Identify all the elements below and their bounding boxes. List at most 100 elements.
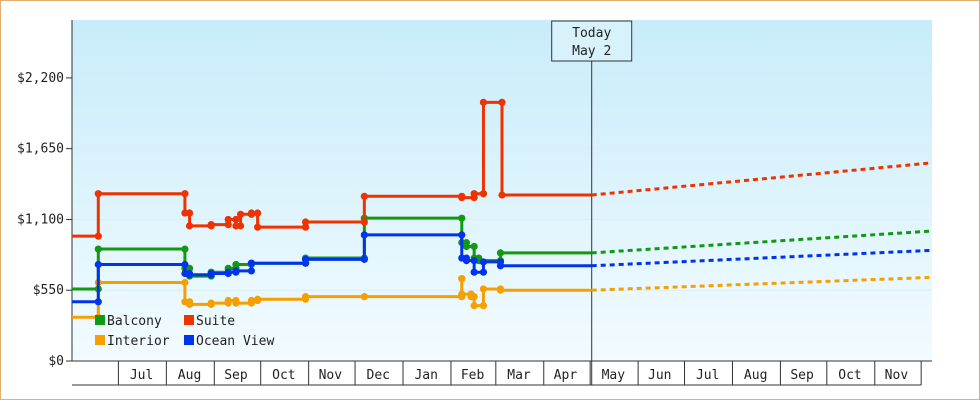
x-tick-label: Jul — [130, 368, 153, 383]
point-suite — [254, 209, 262, 217]
point-ocean-view — [232, 267, 240, 275]
point-interior — [470, 302, 478, 310]
legend-label-interior: Interior — [107, 334, 170, 349]
point-interior — [301, 293, 310, 301]
y-tick-label: $2,200 — [17, 71, 64, 86]
x-tick-label: Apr — [554, 368, 578, 383]
x-tick-label: Mar — [507, 368, 531, 383]
forecast-line-interior — [591, 275, 933, 292]
x-tick-label: Sep — [224, 368, 248, 383]
forecast-line-suite — [591, 161, 933, 197]
point-ocean-view — [479, 268, 488, 276]
point-ocean-view — [462, 257, 471, 265]
point-suite — [301, 218, 310, 226]
point-suite — [479, 190, 488, 198]
point-suite — [254, 223, 262, 231]
point-ocean-view — [181, 260, 189, 269]
y-tick-label: $550 — [33, 283, 64, 298]
x-tick-label: Nov — [319, 368, 343, 383]
point-suite — [94, 232, 102, 240]
point-balcony — [470, 242, 478, 251]
x-tick-label: Dec — [367, 368, 390, 383]
point-ocean-view — [360, 231, 368, 239]
point-interior — [496, 286, 505, 294]
x-tick-label: Sep — [790, 368, 814, 383]
point-suite — [224, 215, 232, 224]
point-suite — [232, 215, 240, 224]
point-suite — [498, 98, 506, 106]
today-date-label: May 2 — [572, 44, 611, 59]
point-suite — [360, 192, 368, 200]
x-tick-label: Oct — [838, 368, 861, 383]
point-suite — [498, 191, 506, 199]
x-tick-label: May — [602, 368, 626, 383]
today-label: Today — [572, 26, 611, 41]
point-interior — [458, 275, 466, 283]
legend-label-balcony: Balcony — [107, 314, 162, 329]
point-interior — [181, 278, 189, 287]
forecast-line-balcony — [591, 229, 933, 255]
series-lines — [72, 98, 933, 321]
point-ocean-view — [247, 259, 256, 267]
x-tick-label: Oct — [272, 368, 295, 383]
point-suite — [185, 209, 194, 217]
point-ocean-view — [247, 267, 256, 275]
point-balcony — [94, 245, 102, 253]
y-tick-label: $1,650 — [17, 142, 64, 157]
point-interior — [458, 290, 466, 298]
x-tick-label: Jun — [648, 368, 671, 383]
series-suite — [72, 98, 933, 240]
y-tick-label: $0 — [48, 354, 64, 369]
point-ocean-view — [470, 268, 478, 276]
point-suite — [224, 221, 232, 229]
point-balcony — [181, 245, 189, 253]
series-ocean-view — [72, 231, 933, 306]
legend-label-ocean-view: Ocean View — [196, 334, 274, 349]
legend-swatch-ocean-view — [184, 335, 194, 345]
point-suite — [181, 190, 189, 198]
point-ocean-view — [301, 255, 310, 263]
point-balcony — [232, 260, 240, 269]
point-ocean-view — [479, 258, 488, 266]
legend-label-suite: Suite — [196, 314, 235, 329]
legend-swatch-interior — [95, 335, 105, 345]
point-suite — [236, 210, 245, 218]
point-interior — [185, 300, 194, 308]
x-tick-label: Jul — [696, 368, 719, 383]
point-interior — [224, 296, 232, 305]
point-ocean-view — [496, 262, 505, 270]
point-interior — [232, 299, 240, 307]
point-interior — [247, 296, 256, 305]
x-tick-label: Aug — [744, 368, 767, 383]
point-balcony — [462, 242, 471, 251]
point-suite — [185, 222, 194, 230]
point-suite — [301, 223, 310, 231]
today-box — [551, 20, 633, 62]
legend: Balcony Suite Interior Ocean View — [95, 314, 274, 349]
point-interior — [360, 293, 368, 301]
point-interior — [207, 299, 215, 307]
point-ocean-view — [360, 255, 368, 263]
point-suite — [207, 221, 215, 229]
point-interior — [254, 295, 262, 303]
forecast-line-ocean-view — [591, 248, 933, 268]
point-interior — [479, 302, 488, 310]
x-tick-label: Aug — [178, 368, 201, 383]
point-suite — [247, 209, 256, 217]
point-suite — [236, 222, 245, 230]
point-ocean-view — [224, 268, 232, 276]
point-suite — [479, 98, 488, 106]
point-ocean-view — [470, 257, 478, 265]
x-tick-label: Feb — [461, 368, 485, 383]
y-axis: $0 $550 $1,100 $1,650 $2,200 — [17, 20, 73, 369]
point-ocean-view — [94, 298, 102, 306]
x-tick-label: Jan — [414, 368, 437, 383]
point-suite — [94, 190, 102, 198]
point-balcony — [496, 249, 505, 257]
x-tick-label: Nov — [885, 368, 909, 383]
y-tick-label: $1,100 — [17, 212, 64, 227]
point-suite — [458, 193, 466, 202]
x-axis: Jul Aug Sep Oct Nov Dec Jan Feb Mar Apr May Jun Jul A… — [72, 360, 932, 386]
